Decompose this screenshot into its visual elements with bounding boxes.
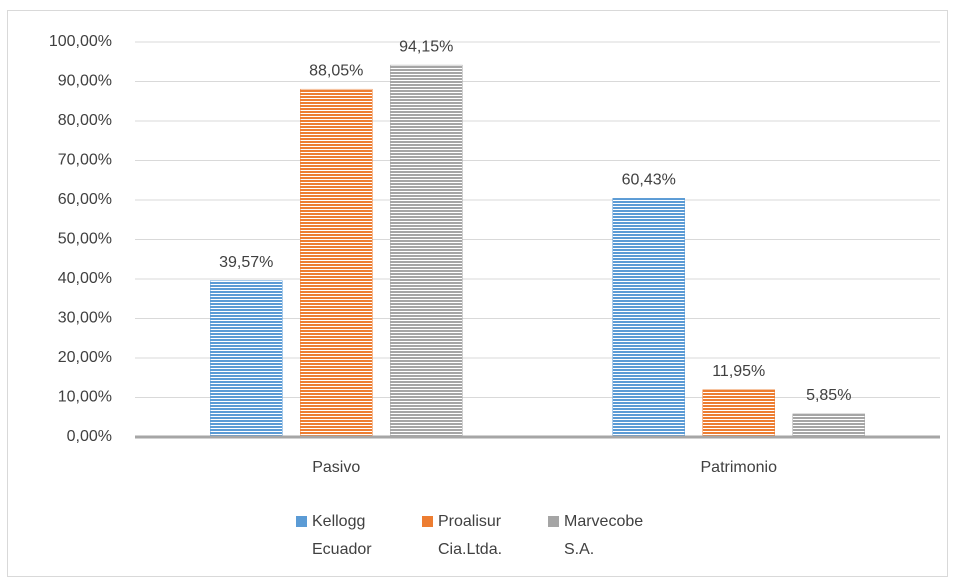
y-tick-label: 100,00%: [49, 33, 112, 50]
y-tick-label: 0,00%: [67, 428, 112, 445]
data-label: 5,85%: [806, 387, 851, 404]
data-label: 39,57%: [219, 254, 273, 271]
y-tick-label: 30,00%: [58, 310, 112, 327]
y-tick-label: 80,00%: [58, 112, 112, 129]
bar: [612, 198, 685, 438]
legend-label: Proalisur Cia.Ltda.: [438, 513, 503, 558]
x-tick-label: Patrimonio: [701, 459, 778, 476]
x-tick-label: Pasivo: [312, 459, 360, 476]
y-tick-label: 60,00%: [58, 191, 112, 208]
legend-item: Proalisur Cia.Ltda.: [422, 508, 534, 564]
bar: [792, 413, 865, 438]
legend-label: Marvecobe S.A.: [564, 513, 644, 558]
bar: [390, 64, 463, 438]
data-label: 88,05%: [309, 62, 363, 79]
legend-swatch: [296, 516, 307, 527]
y-tick-label: 20,00%: [58, 349, 112, 366]
bar: [300, 88, 373, 438]
y-tick-label: 70,00%: [58, 152, 112, 169]
data-label: 94,15%: [399, 38, 453, 55]
y-tick-label: 40,00%: [58, 270, 112, 287]
legend-swatch: [422, 516, 433, 527]
legend-item: Kellogg Ecuador: [296, 508, 408, 564]
y-tick-label: 90,00%: [58, 73, 112, 90]
legend-item: Marvecobe S.A.: [548, 508, 660, 564]
chart-border: [7, 10, 948, 577]
bar: [702, 389, 775, 438]
data-label: 60,43%: [622, 172, 676, 189]
bar: [210, 280, 283, 438]
y-tick-label: 10,00%: [58, 389, 112, 406]
legend: Kellogg Ecuador Proalisur Cia.Ltda. Marvec…: [0, 508, 956, 564]
data-label: 11,95%: [712, 363, 765, 380]
y-tick-label: 50,00%: [58, 231, 112, 248]
legend-label: Kellogg Ecuador: [312, 513, 372, 558]
legend-swatch: [548, 516, 559, 527]
